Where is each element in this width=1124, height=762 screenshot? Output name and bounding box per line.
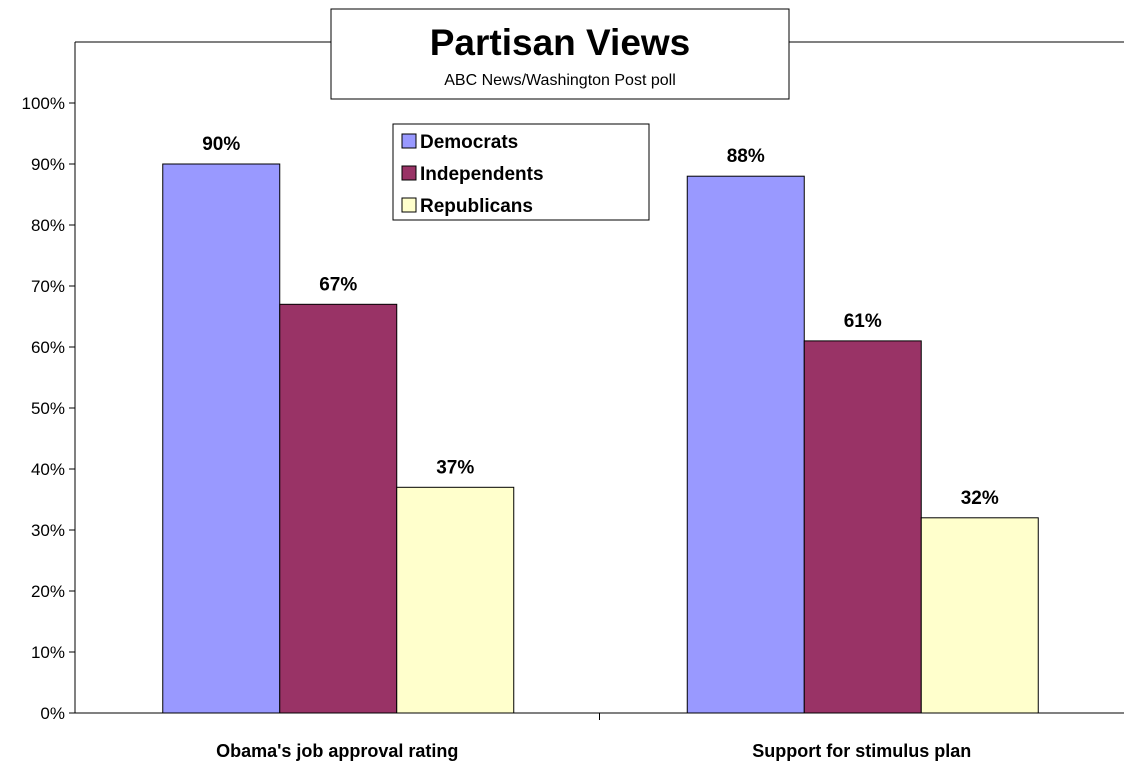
y-tick-label: 70% <box>31 277 65 296</box>
y-tick-label: 0% <box>40 704 65 723</box>
legend-swatch-democrats <box>401 133 417 149</box>
y-tick-label: 100% <box>22 94 65 113</box>
chart-title: Partisan Views <box>430 22 691 63</box>
x-category-label: Support for stimulus plan <box>752 741 971 761</box>
legend-label: Democrats <box>420 132 518 153</box>
y-tick-label: 90% <box>31 155 65 174</box>
bar-republicans-1 <box>920 517 1039 714</box>
y-tick-label: 30% <box>31 521 65 540</box>
data-label: 88% <box>727 146 765 167</box>
y-tick-label: 80% <box>31 216 65 235</box>
chart-subtitle: ABC News/Washington Post poll <box>444 72 676 89</box>
data-label: 61% <box>844 311 882 332</box>
bar-republicans-0 <box>396 486 515 714</box>
y-tick-label: 20% <box>31 582 65 601</box>
data-label: 37% <box>436 457 474 478</box>
data-label: 90% <box>202 134 240 155</box>
chart-title-box: Partisan Views ABC News/Washington Post … <box>330 8 790 100</box>
legend-label: Republicans <box>420 196 533 217</box>
bar-democrats-1 <box>686 175 805 714</box>
y-tick-label: 50% <box>31 399 65 418</box>
y-tick-label: 40% <box>31 460 65 479</box>
data-label: 67% <box>319 274 357 295</box>
x-category-label: Obama's job approval rating <box>216 741 458 761</box>
legend-swatch-republicans <box>401 197 417 213</box>
legend-frame <box>392 123 650 221</box>
legend: Democrats Independents Republicans <box>392 123 650 221</box>
data-label: 32% <box>961 488 999 509</box>
bar-independents-0 <box>279 303 398 714</box>
y-tick-label: 10% <box>31 643 65 662</box>
legend-label: Independents <box>420 164 544 185</box>
legend-swatch-independents <box>401 165 417 181</box>
title-frame <box>330 8 790 100</box>
bar-independents-1 <box>803 340 922 714</box>
y-tick-label: 60% <box>31 338 65 357</box>
bar-democrats-0 <box>162 163 281 714</box>
